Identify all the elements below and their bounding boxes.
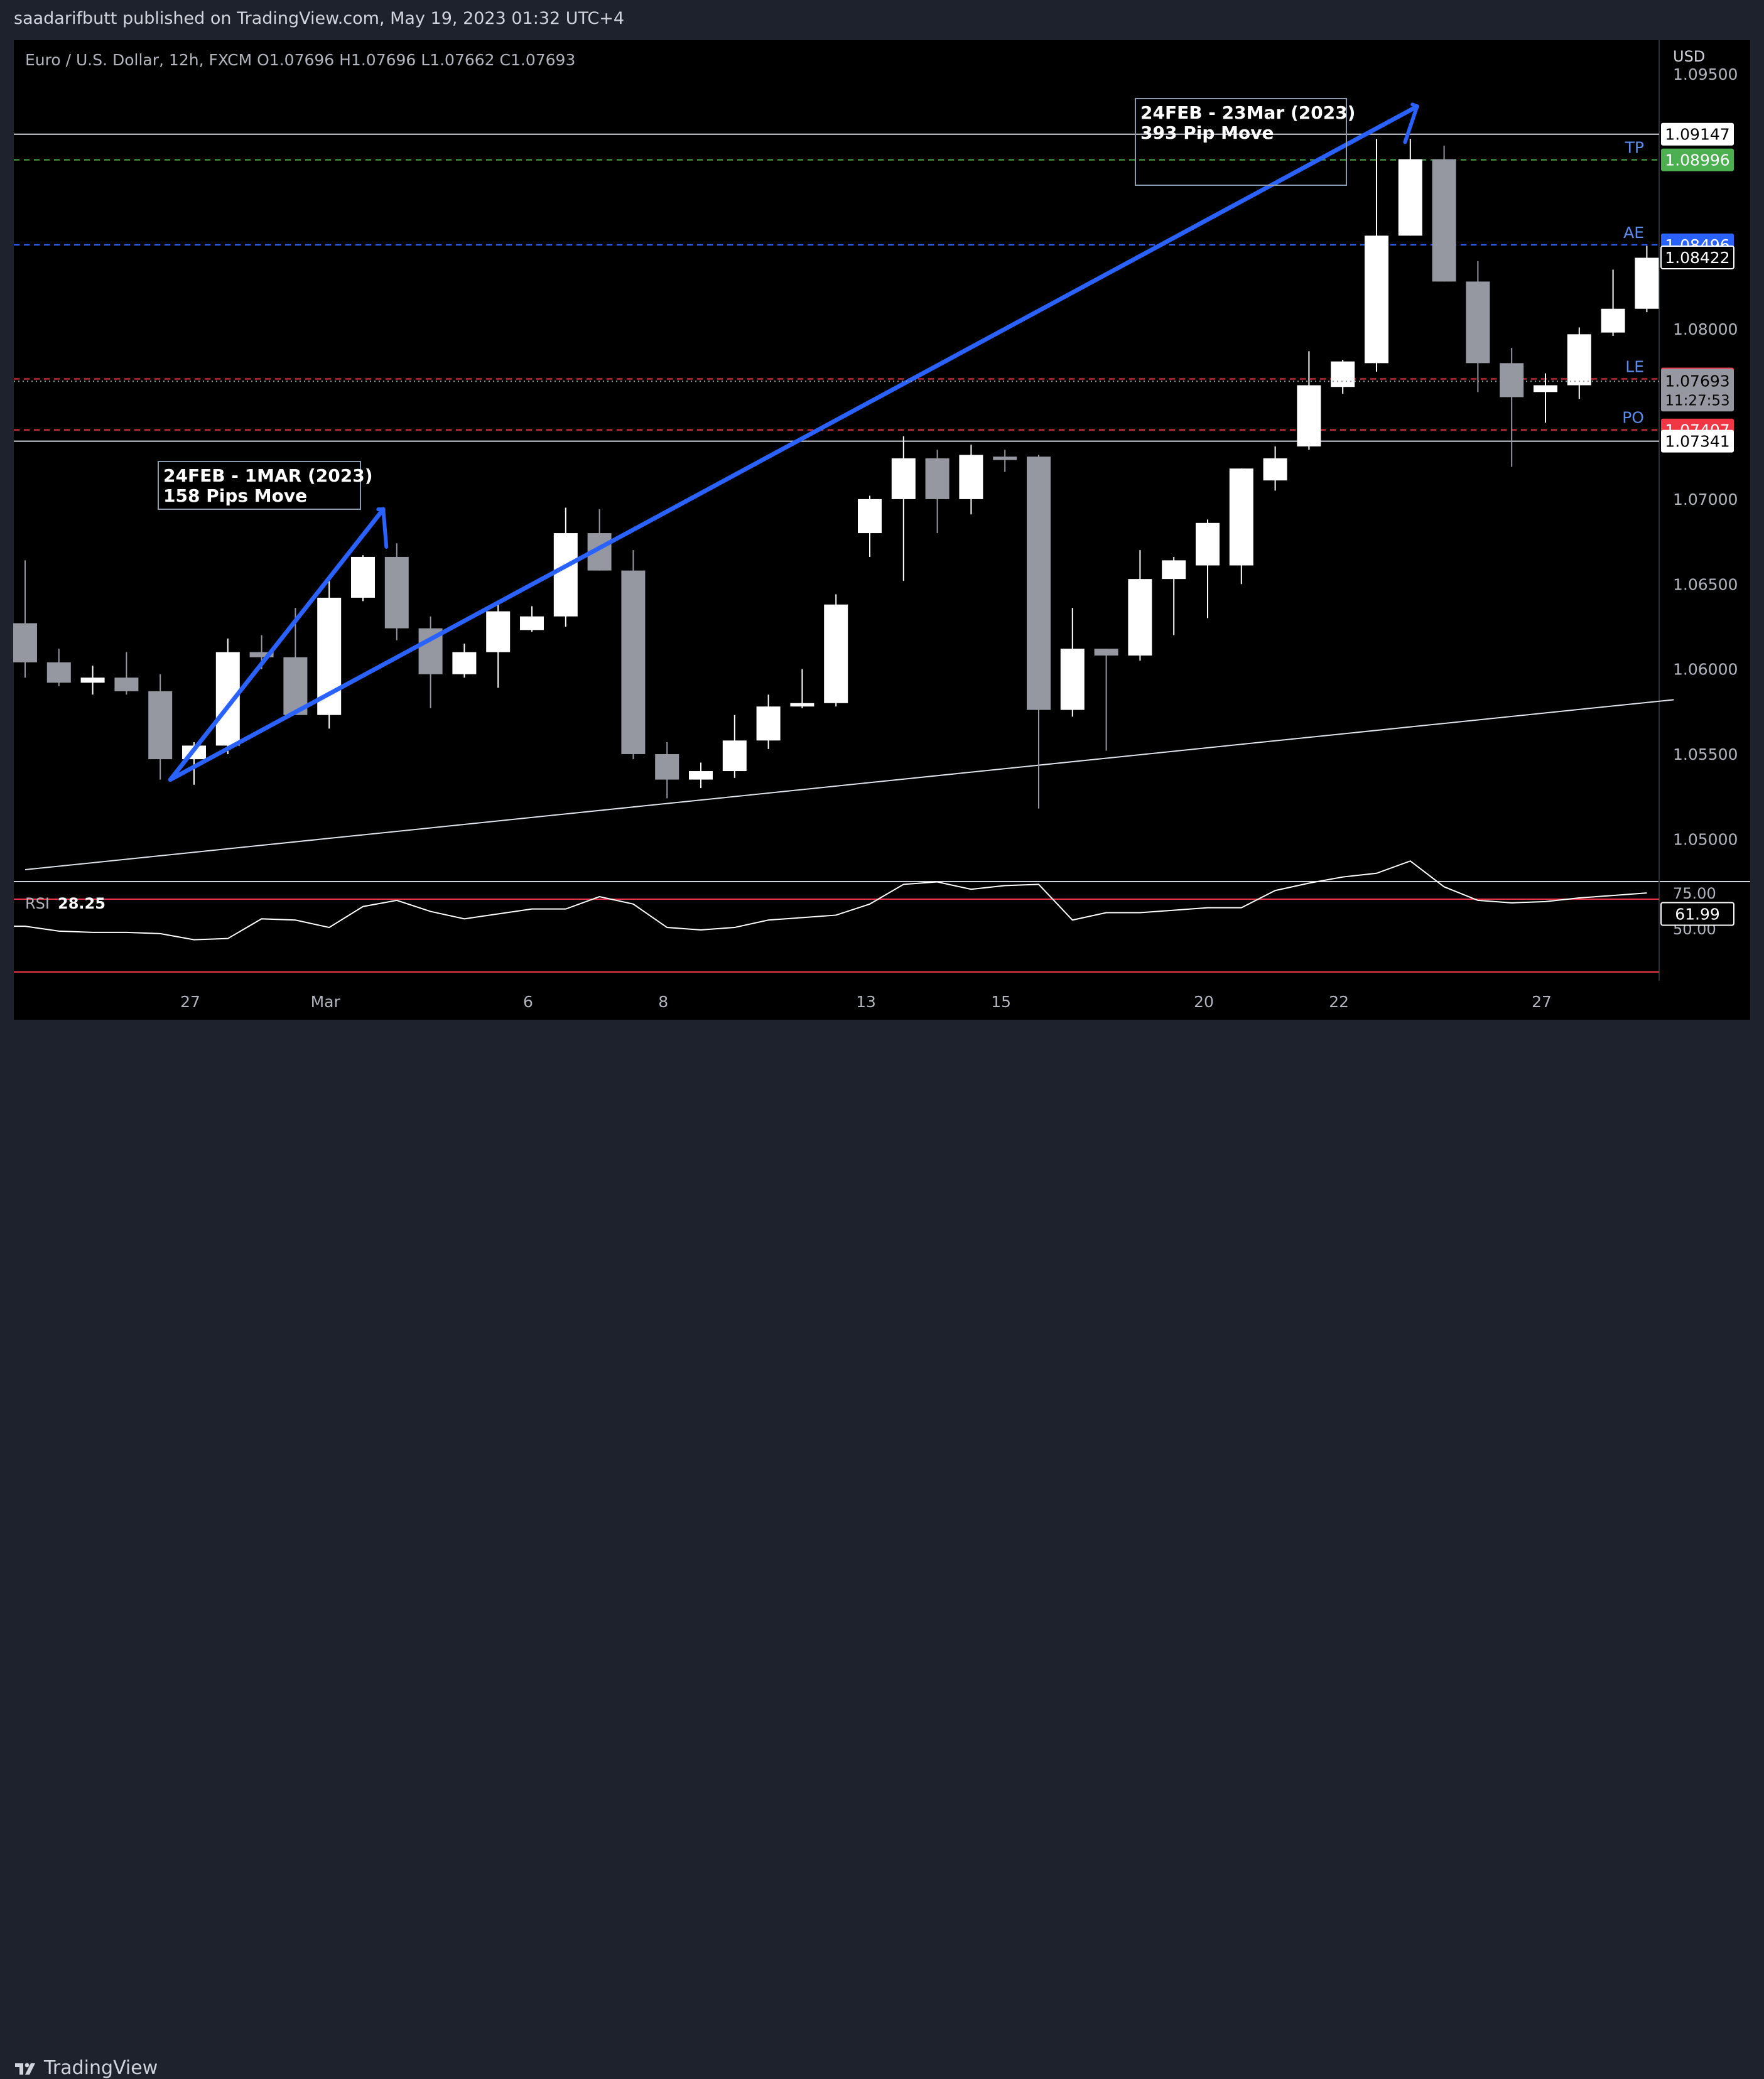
- annotation-box-2-text: 24FEB - 23Mar (2023): [1140, 102, 1355, 123]
- candle-body[interactable]: [858, 499, 882, 533]
- price-tick-label: 1.06500: [1673, 575, 1738, 593]
- level-price-label-text: 1.07341: [1665, 433, 1729, 451]
- candle-body[interactable]: [114, 678, 138, 691]
- candle-body[interactable]: [1027, 456, 1051, 710]
- price-chart[interactable]: Euro / U.S. Dollar, 12h, FXCM O1.07696 H…: [0, 0, 1764, 1071]
- candle-body[interactable]: [689, 771, 713, 780]
- rsi-level-label: 75.00: [1673, 885, 1716, 902]
- candle-body[interactable]: [81, 678, 105, 683]
- candle-body[interactable]: [1399, 159, 1422, 235]
- candle-body[interactable]: [621, 571, 645, 754]
- level-tag: LE: [1625, 358, 1644, 376]
- current-price-text: 1.07693: [1665, 372, 1729, 390]
- candle-body[interactable]: [148, 691, 172, 759]
- candle-body[interactable]: [959, 455, 983, 499]
- rsi-title: RSI: [25, 895, 50, 912]
- annotation-box-1-text: 24FEB - 1MAR (2023): [163, 465, 373, 486]
- level-price-label-text: 1.08996: [1665, 151, 1729, 170]
- candle-body[interactable]: [452, 652, 476, 674]
- candle-body[interactable]: [520, 617, 544, 630]
- rsi-value: 28.25: [58, 895, 106, 912]
- candle-body[interactable]: [926, 458, 950, 499]
- candle-body[interactable]: [1230, 468, 1253, 565]
- candle-body[interactable]: [1128, 579, 1152, 656]
- candle-body[interactable]: [47, 662, 71, 683]
- annotation-box-1-text: 158 Pips Move: [163, 485, 307, 506]
- time-tick-label: Mar: [311, 993, 341, 1011]
- symbol-ohlc-legend: Euro / U.S. Dollar, 12h, FXCM O1.07696 H…: [25, 51, 575, 69]
- level-tag: TP: [1625, 139, 1644, 157]
- candle-body[interactable]: [1500, 363, 1523, 397]
- price-tick-label: 1.08000: [1673, 320, 1738, 338]
- candle-body[interactable]: [1466, 281, 1490, 363]
- annotation-box-2-text: 393 Pip Move: [1140, 122, 1274, 143]
- candle-body[interactable]: [1162, 560, 1186, 579]
- rsi-pane[interactable]: [14, 882, 1659, 981]
- level-tag: AE: [1623, 224, 1644, 242]
- level-tag: PO: [1622, 409, 1644, 427]
- footer-bar: TradingView: [0, 1020, 1764, 1071]
- brand-name: TradingView: [44, 2057, 158, 2079]
- candle-body[interactable]: [1567, 334, 1591, 385]
- candle-body[interactable]: [1601, 309, 1625, 333]
- price-tick-label: 1.07000: [1673, 490, 1738, 509]
- bar-countdown: 11:27:53: [1665, 392, 1729, 409]
- candle-body[interactable]: [1432, 159, 1456, 281]
- time-tick-label: 22: [1329, 993, 1349, 1011]
- candle-body[interactable]: [1196, 523, 1220, 566]
- candle-body[interactable]: [1297, 386, 1321, 446]
- time-axis[interactable]: [14, 981, 1750, 1020]
- price-tick-label: 1.09500: [1673, 65, 1738, 84]
- candle-body[interactable]: [1534, 386, 1557, 392]
- candle-body[interactable]: [790, 703, 814, 706]
- candle-body[interactable]: [993, 456, 1017, 460]
- candle-body[interactable]: [351, 557, 375, 598]
- time-tick-label: 6: [523, 993, 533, 1011]
- candle-body[interactable]: [1263, 458, 1287, 480]
- price-tick-label: 1.06000: [1673, 661, 1738, 679]
- candle-body[interactable]: [1365, 235, 1388, 363]
- time-tick-label: 15: [991, 993, 1011, 1011]
- candle-body[interactable]: [1061, 649, 1085, 710]
- price-tick-label: 1.05500: [1673, 745, 1738, 764]
- time-tick-label: 20: [1194, 993, 1214, 1011]
- candle-body[interactable]: [1331, 362, 1355, 387]
- currency-label: USD: [1673, 48, 1705, 65]
- candle-body[interactable]: [723, 740, 747, 771]
- candle-body[interactable]: [1095, 649, 1118, 656]
- candle-body[interactable]: [757, 706, 781, 740]
- rsi-price-text: 61.99: [1675, 905, 1720, 923]
- time-tick-label: 27: [180, 993, 200, 1011]
- candle-body[interactable]: [892, 458, 916, 499]
- candle-body[interactable]: [13, 624, 37, 662]
- move-arrow-2-tip: [1412, 104, 1417, 106]
- candle-body[interactable]: [1635, 258, 1658, 309]
- candle-body[interactable]: [824, 605, 848, 703]
- brand[interactable]: TradingView: [14, 2057, 158, 2079]
- candle-body[interactable]: [655, 754, 679, 780]
- tradingview-logo-icon: [14, 2061, 38, 2076]
- level-price-label-text: 1.09147: [1665, 126, 1729, 144]
- time-tick-label: 27: [1532, 993, 1552, 1011]
- time-tick-label: 13: [856, 993, 876, 1011]
- high-price-label-text: 1.08422: [1665, 249, 1729, 267]
- time-tick-label: 8: [658, 993, 668, 1011]
- candle-body[interactable]: [385, 557, 409, 629]
- candle-body[interactable]: [554, 533, 578, 617]
- candle-body[interactable]: [486, 612, 510, 652]
- price-tick-label: 1.05000: [1673, 830, 1738, 848]
